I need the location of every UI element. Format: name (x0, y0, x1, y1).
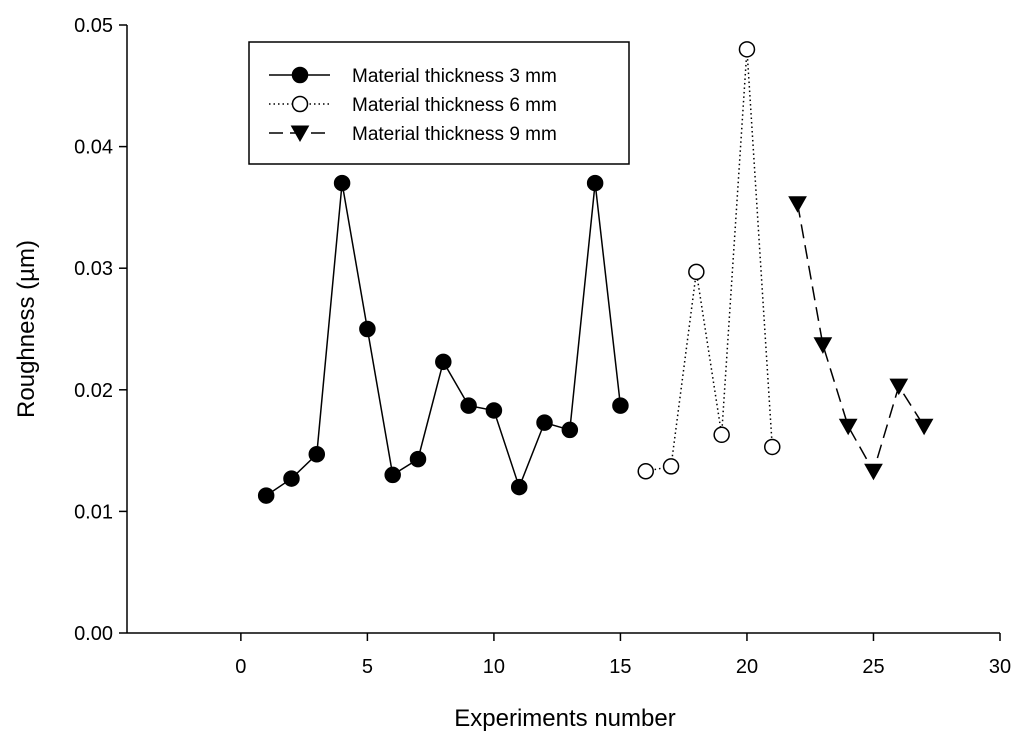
data-point-series-3 (864, 463, 883, 481)
y-tick-label: 0.02 (74, 380, 113, 402)
x-tick-label: 0 (235, 656, 246, 678)
x-tick-label: 10 (483, 656, 505, 678)
x-tick-label: 30 (989, 656, 1011, 678)
x-tick-label: 20 (736, 656, 758, 678)
data-point-series-1 (308, 445, 326, 463)
legend-marker-3 (290, 125, 310, 143)
data-point-series-3 (813, 337, 833, 354)
legend-box (248, 41, 630, 165)
axes (126, 25, 1000, 634)
data-point-series-1 (460, 397, 477, 414)
data-point-series-1 (536, 414, 553, 431)
x-tick-label: 25 (862, 656, 884, 678)
legend: Material thickness 3 mm Material thicknes… (248, 41, 630, 165)
legend-marker-2 (291, 95, 309, 113)
data-point-series-1 (586, 174, 604, 192)
data-point-series-1 (409, 450, 427, 468)
x-tick-label: 15 (609, 656, 631, 678)
data-point-series-1 (612, 397, 629, 414)
data-point-series-1 (384, 466, 401, 484)
y-tick-label: 0.00 (74, 623, 113, 645)
y-tick-label: 0.05 (74, 15, 113, 37)
ticks: 0 5 10 15 20 25 30 0.00 0.01 0.02 0.03 0.04 0.05 (74, 15, 1011, 678)
series-markers (257, 41, 934, 504)
data-point-series-1 (283, 470, 300, 487)
data-point-series-2 (637, 463, 654, 480)
x-tick-label: 5 (362, 656, 373, 678)
data-point-series-2 (713, 426, 730, 444)
data-point-series-2 (688, 263, 705, 281)
data-point-series-1 (561, 421, 579, 439)
x-axis-title: Experiments number (454, 705, 675, 732)
y-tick-label: 0.01 (74, 501, 113, 523)
data-point-series-2 (662, 458, 680, 475)
data-point-series-3 (889, 378, 909, 396)
data-point-series-1 (510, 478, 528, 496)
series-line-3 (796, 203, 925, 474)
data-point-series-3 (914, 418, 934, 436)
data-point-series-3 (838, 418, 858, 436)
legend-label-1: Material thickness 3 mm (352, 66, 557, 87)
data-point-series-1 (359, 320, 376, 338)
data-point-series-3 (788, 196, 807, 213)
data-point-series-1 (257, 487, 275, 504)
data-point-series-2 (764, 438, 781, 456)
legend-label-3: Material thickness 9 mm (352, 124, 557, 145)
y-tick-label: 0.04 (74, 137, 113, 159)
data-point-series-1 (333, 174, 351, 192)
legend-label-2: Material thickness 6 mm (352, 95, 557, 116)
y-tick-label: 0.03 (74, 258, 113, 280)
data-point-series-2 (738, 41, 756, 58)
y-axis-title: Roughness (µm) (13, 240, 40, 418)
data-point-series-1 (485, 402, 503, 419)
legend-marker-1 (291, 66, 309, 84)
data-point-series-1 (435, 353, 452, 371)
